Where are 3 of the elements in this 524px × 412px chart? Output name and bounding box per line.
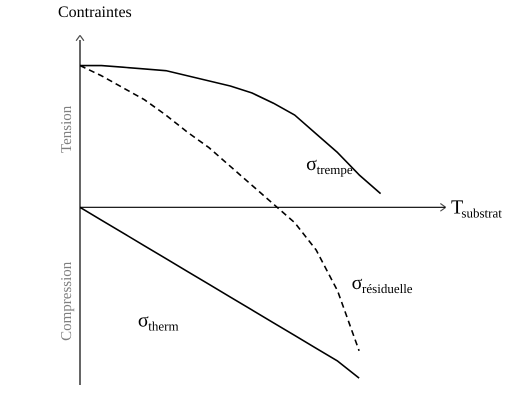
y-axis-title: Contraintes: [58, 4, 132, 21]
annotation: Compression: [59, 261, 75, 341]
annotation: Tension: [59, 105, 75, 153]
